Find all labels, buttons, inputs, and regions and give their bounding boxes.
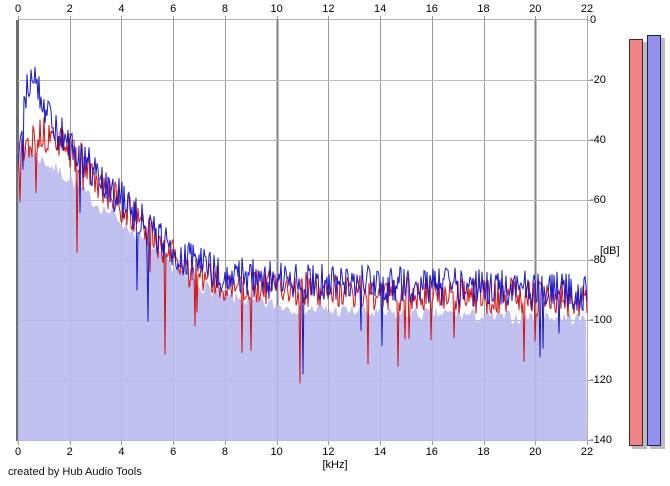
khz-unit-label: [kHz] — [322, 459, 348, 471]
freq-tick-label-bottom: 0 — [14, 446, 22, 458]
min-envelope-fill — [18, 138, 587, 441]
freq-tick-label-top: 20 — [529, 3, 542, 15]
plot-right-border — [587, 20, 588, 441]
freq-tick-mark — [587, 441, 588, 445]
freq-tick-mark — [587, 16, 588, 20]
freq-tick-label-bottom: 4 — [118, 446, 125, 458]
freq-tick-label-top: 10 — [270, 3, 283, 15]
freq-tick-mark — [69, 16, 71, 20]
spectrum-plot-area — [18, 20, 588, 441]
db-axis-line — [16, 20, 19, 441]
freq-tick-mark — [483, 16, 485, 20]
freq-tick-label-bottom: 14 — [373, 446, 387, 458]
freq-tick-label-bottom: 20 — [529, 446, 542, 458]
freq-tick-mark — [328, 441, 330, 445]
freq-tick-mark — [431, 441, 433, 445]
blue-channel-trace — [18, 66, 588, 375]
db-tick-mark — [588, 440, 592, 441]
db-tick-mark — [588, 140, 592, 141]
freq-tick-mark — [380, 441, 382, 445]
db-tick-mark — [588, 20, 592, 21]
freq-tick-mark — [535, 441, 537, 445]
freq-tick-label-top: 0 — [14, 3, 22, 15]
db-tick-label: -20 — [590, 74, 606, 86]
db-tick-mark — [588, 260, 592, 261]
freq-tick-label-bottom: 6 — [170, 446, 177, 458]
freq-tick-mark — [69, 441, 71, 445]
freq-tick-mark — [224, 16, 226, 20]
freq-tick-mark — [276, 16, 278, 20]
freq-tick-mark — [173, 441, 175, 445]
db-tick-label: -140 — [590, 434, 613, 446]
watermark: created by Hub Audio Tools — [8, 466, 142, 478]
freq-tick-mark — [276, 441, 278, 445]
freq-tick-label-top: 8 — [221, 3, 228, 15]
freq-tick-label-top: 6 — [170, 3, 177, 15]
db-tick-label: -40 — [590, 134, 606, 146]
freq-tick-label-top: 14 — [373, 3, 387, 15]
db-tick-mark — [588, 380, 592, 381]
right-channel-level-meter — [647, 35, 661, 446]
freq-tick-label-top: 22 — [580, 3, 594, 15]
freq-tick-label-top: 4 — [118, 3, 125, 15]
freq-tick-label-bottom: 10 — [270, 446, 283, 458]
db-tick-label: -80 — [590, 254, 606, 266]
freq-tick-label-top: 18 — [477, 3, 490, 15]
freq-tick-mark — [380, 16, 382, 20]
db-tick-label: -100 — [590, 314, 613, 326]
db-tick-label: -120 — [590, 374, 613, 386]
db-tick-label: 0 — [590, 14, 597, 26]
freq-tick-label-bottom: 18 — [477, 446, 490, 458]
freq-tick-mark — [173, 16, 175, 20]
db-tick-mark — [588, 320, 592, 321]
db-tick-mark — [588, 80, 592, 81]
freq-tick-mark — [328, 16, 330, 20]
db-tick-label: -60 — [590, 194, 606, 206]
freq-tick-label-bottom: 22 — [580, 446, 594, 458]
freq-tick-mark — [18, 441, 19, 445]
freq-tick-mark — [535, 16, 537, 20]
freq-tick-mark — [431, 16, 433, 20]
freq-tick-label-top: 12 — [322, 3, 335, 15]
plot-top-border — [18, 19, 588, 20]
freq-tick-mark — [121, 441, 123, 445]
freq-tick-label-bottom: 2 — [66, 446, 73, 458]
db-tick-mark — [588, 200, 592, 201]
freq-tick-label-bottom: 12 — [322, 446, 335, 458]
freq-tick-mark — [224, 441, 226, 445]
freq-tick-mark — [483, 441, 485, 445]
freq-tick-label-top: 2 — [66, 3, 73, 15]
freq-tick-label-bottom: 8 — [221, 446, 228, 458]
freq-tick-label-top: 16 — [425, 3, 438, 15]
left-channel-level-meter — [629, 39, 643, 446]
freq-tick-label-bottom: 16 — [425, 446, 438, 458]
db-unit-label: [dB] — [600, 245, 620, 257]
freq-tick-mark — [121, 16, 123, 20]
freq-tick-mark — [18, 16, 19, 20]
